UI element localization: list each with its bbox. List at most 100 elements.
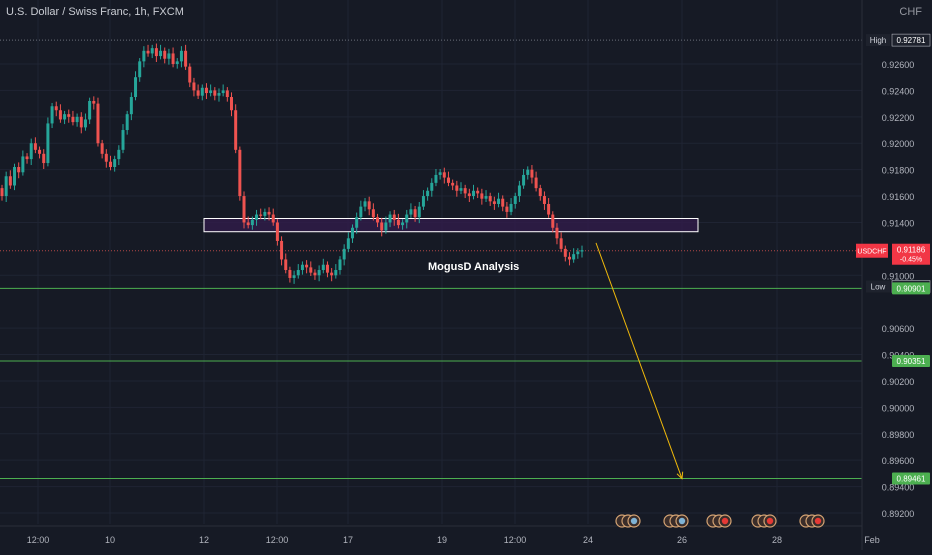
candle-body [33, 143, 37, 150]
candle-body [13, 167, 17, 186]
candle-body [567, 256, 571, 260]
candle-body [192, 82, 196, 91]
candle-body [46, 123, 50, 164]
level-price-text: 0.89461 [897, 475, 926, 484]
candle-body [359, 206, 363, 218]
candle-body [505, 206, 509, 212]
high-value-bg [891, 33, 931, 47]
x-tick-label: 26 [677, 535, 687, 545]
candle-body [200, 87, 204, 96]
x-tick-label: 17 [343, 535, 353, 545]
candle-body [29, 143, 33, 160]
candle-body [572, 254, 576, 260]
candle-body [351, 227, 355, 239]
candle-body [517, 185, 521, 197]
candle-body [555, 227, 559, 239]
candle-body [313, 272, 317, 276]
candle-body [300, 264, 304, 271]
candle-body [138, 61, 142, 78]
candle-body [50, 106, 54, 124]
candle-body [271, 214, 275, 223]
candle-body [234, 110, 238, 150]
candle-body [104, 153, 108, 162]
candle-body [409, 209, 413, 215]
candle-body [267, 211, 271, 215]
x-tick-label: 24 [583, 535, 593, 545]
candle-body [330, 272, 334, 276]
candle-body [455, 185, 459, 191]
x-tick-label: Feb [864, 535, 880, 545]
candle-body [480, 193, 484, 199]
y-tick-label: 0.90200 [882, 377, 915, 387]
candle-body [129, 97, 133, 115]
y-tick-label: 0.89800 [882, 430, 915, 440]
x-tick-label: 12:00 [27, 535, 50, 545]
candle-body [547, 203, 551, 215]
x-tick-label: 12 [199, 535, 209, 545]
x-tick-label: 28 [772, 535, 782, 545]
candle-body [559, 238, 563, 249]
candle-body [117, 149, 121, 160]
candle-body [54, 106, 58, 111]
y-tick-label: 0.89600 [882, 456, 915, 466]
event-flag-icon [766, 517, 774, 525]
candle-body [113, 159, 117, 168]
candle-body [63, 114, 67, 120]
y-tick-label: 0.89400 [882, 483, 915, 493]
candle-body [159, 50, 163, 57]
candle-body [551, 214, 555, 228]
watermark-text: MogusD Analysis [428, 261, 519, 273]
candle-body [175, 61, 179, 64]
low-tag-text: Low [871, 283, 886, 292]
candle-body [413, 209, 417, 218]
candle-body [342, 248, 346, 260]
candle-body [292, 275, 296, 278]
y-tick-label: 0.90000 [882, 403, 915, 413]
candle-body [371, 209, 375, 218]
y-tick-label: 0.92400 [882, 86, 915, 96]
candle-body [42, 153, 46, 164]
projection-arrow-line[interactable] [595, 242, 683, 479]
high-tag-bg [866, 34, 890, 47]
candle-body [459, 188, 463, 191]
level-price-tag [892, 282, 930, 295]
candle-body [488, 196, 492, 202]
candle-body [242, 196, 246, 223]
projection-arrowhead [676, 471, 684, 480]
candle-body [317, 270, 321, 276]
candle-body [17, 167, 21, 173]
currency-label[interactable]: CHF [899, 6, 922, 18]
candle-body [96, 103, 100, 144]
candle-body [188, 66, 192, 83]
y-tick-label: 0.91400 [882, 218, 915, 228]
candle-body [476, 190, 480, 194]
candle-body [288, 270, 292, 278]
candle-body [305, 264, 309, 268]
candle-body [108, 161, 112, 168]
y-tick-label: 0.91800 [882, 166, 915, 176]
level-price-tag [892, 355, 930, 368]
candle-body [421, 196, 425, 207]
x-tick-label: 12:00 [266, 535, 289, 545]
candle-body [71, 116, 75, 123]
candle-body [154, 48, 158, 57]
candle-body [396, 219, 400, 226]
candle-body [325, 264, 329, 273]
candle-body [88, 100, 92, 120]
candle-body [246, 222, 250, 226]
candle-body [163, 50, 167, 59]
candle-body [563, 248, 567, 257]
candle-body [184, 50, 188, 67]
candle-body [430, 182, 434, 191]
candle-body [538, 188, 542, 197]
candle-body [125, 114, 129, 131]
support-zone-rect[interactable] [203, 218, 699, 233]
candle-body [417, 206, 421, 218]
candle-body [0, 188, 4, 197]
candle-body [179, 50, 183, 62]
candle-body [426, 190, 430, 197]
y-tick-label: 0.91600 [882, 192, 915, 202]
candle-body [284, 259, 288, 271]
